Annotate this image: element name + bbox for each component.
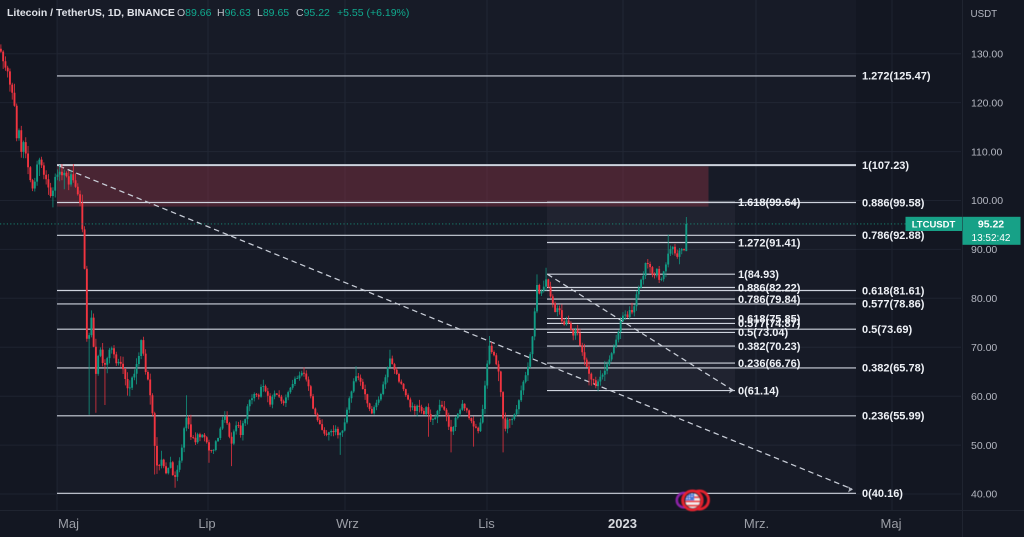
- svg-text:40.00: 40.00: [971, 489, 997, 501]
- svg-text:13:52:42: 13:52:42: [972, 233, 1011, 244]
- svg-text:0(61.14): 0(61.14): [738, 385, 779, 397]
- svg-text:90.00: 90.00: [971, 244, 997, 256]
- svg-text:0.382(65.78): 0.382(65.78): [862, 363, 925, 375]
- svg-text:USDT: USDT: [971, 9, 998, 20]
- svg-text:0.618(75.85): 0.618(75.85): [738, 313, 801, 325]
- svg-text:Wrz: Wrz: [336, 516, 359, 531]
- svg-text:1.272(91.41): 1.272(91.41): [738, 237, 801, 249]
- svg-text:0.236(55.99): 0.236(55.99): [862, 411, 925, 423]
- svg-text:Maj: Maj: [58, 516, 79, 531]
- svg-text:0.382(70.23): 0.382(70.23): [738, 341, 801, 353]
- svg-text:Litecoin / TetherUS, 1D, BINAN: Litecoin / TetherUS, 1D, BINANCE: [7, 7, 175, 19]
- svg-text:1.272(125.47): 1.272(125.47): [862, 71, 931, 83]
- svg-text:O89.66: O89.66: [177, 7, 212, 19]
- svg-text:+5.55 (+6.19%): +5.55 (+6.19%): [337, 7, 409, 19]
- svg-text:1(84.93): 1(84.93): [738, 269, 779, 281]
- svg-text:LTCUSDT: LTCUSDT: [912, 220, 956, 231]
- svg-text:0(40.16): 0(40.16): [862, 488, 903, 500]
- svg-text:95.22: 95.22: [978, 219, 1004, 231]
- svg-text:1.618(99.64): 1.618(99.64): [738, 197, 801, 209]
- svg-text:Mrz.: Mrz.: [744, 516, 769, 531]
- svg-text:H96.63: H96.63: [217, 7, 251, 19]
- svg-text:0.5(73.69): 0.5(73.69): [862, 324, 912, 336]
- svg-text:120.00: 120.00: [971, 97, 1003, 109]
- svg-text:Maj: Maj: [881, 516, 902, 531]
- svg-text:110.00: 110.00: [971, 146, 1002, 158]
- svg-text:1(107.23): 1(107.23): [862, 160, 909, 172]
- svg-text:0.5(73.04): 0.5(73.04): [738, 327, 788, 339]
- svg-text:0.618(81.61): 0.618(81.61): [862, 285, 925, 297]
- svg-text:0.886(99.58): 0.886(99.58): [862, 197, 925, 209]
- svg-text:0.577(74.87): 0.577(74.87): [738, 318, 801, 330]
- svg-text:0.236(66.76): 0.236(66.76): [738, 358, 801, 370]
- svg-text:80.00: 80.00: [971, 293, 997, 305]
- svg-text:100.00: 100.00: [971, 195, 1003, 207]
- svg-text:0.786(92.88): 0.786(92.88): [862, 230, 925, 242]
- svg-text:L89.65: L89.65: [257, 7, 289, 19]
- svg-text:0.577(78.86): 0.577(78.86): [862, 299, 925, 311]
- svg-text:60.00: 60.00: [971, 391, 997, 403]
- svg-text:0.886(82.22): 0.886(82.22): [738, 282, 801, 294]
- svg-text:130.00: 130.00: [971, 48, 1003, 60]
- svg-text:C95.22: C95.22: [296, 7, 330, 19]
- svg-text:Lip: Lip: [198, 516, 215, 531]
- svg-text:0.786(79.84): 0.786(79.84): [738, 294, 801, 306]
- svg-text:70.00: 70.00: [971, 342, 997, 354]
- svg-text:50.00: 50.00: [971, 440, 997, 452]
- svg-text:2023: 2023: [608, 516, 637, 531]
- svg-text:Lis: Lis: [478, 516, 495, 531]
